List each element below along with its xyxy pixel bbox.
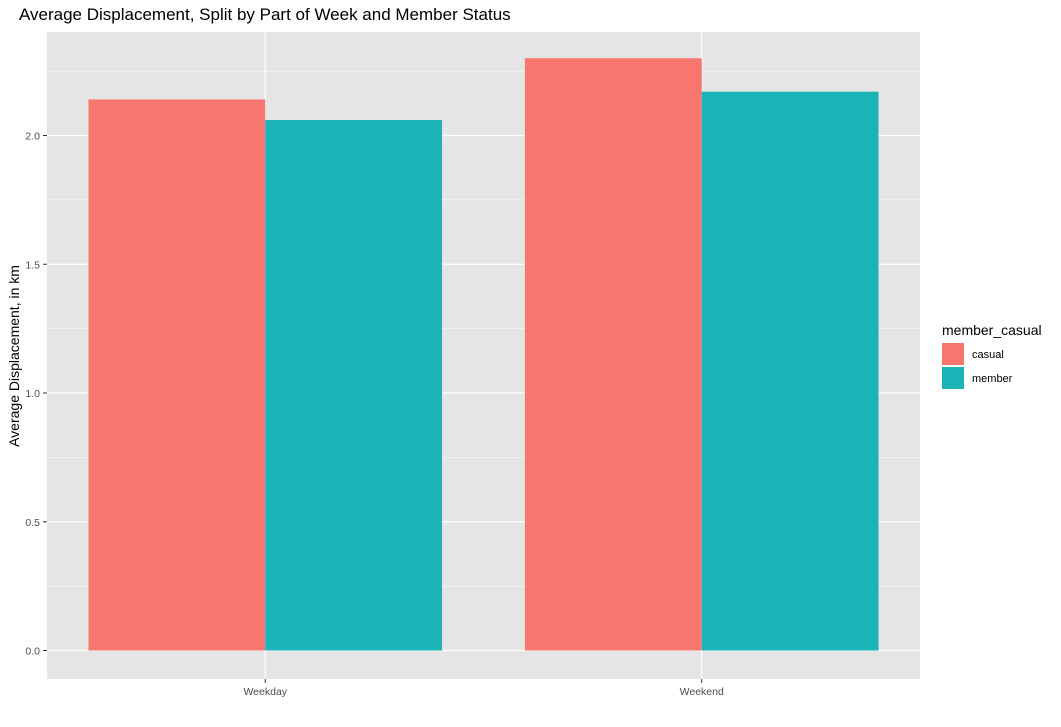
x-tick-label: Weekday <box>243 686 287 698</box>
y-tick-label: 1.0 <box>25 388 40 400</box>
y-tick-label: 1.5 <box>25 259 40 271</box>
y-tick-label: 0.5 <box>25 517 40 529</box>
legend-key-member <box>942 367 964 389</box>
bar-casual-weekend <box>524 58 702 651</box>
bar-member-weekend <box>701 91 879 651</box>
legend: member_casual casual member <box>942 322 1042 389</box>
x-tick-label: Weekend <box>680 686 724 698</box>
legend-label-member: member <box>972 373 1013 385</box>
y-tick-label: 0.0 <box>25 646 40 658</box>
y-axis-title: Average Displacement, in km <box>6 265 22 447</box>
chart-title: Average Displacement, Split by Part of W… <box>19 5 511 24</box>
legend-title: member_casual <box>942 322 1042 338</box>
bar-casual-weekday <box>88 99 266 651</box>
legend-key-casual <box>942 343 964 365</box>
plot-panel: 0.0 0.5 1.0 1.5 2.0 Weekday Weekend <box>25 32 920 698</box>
y-tick-label: 2.0 <box>25 131 40 143</box>
bar-member-weekday <box>265 120 443 651</box>
legend-label-casual: casual <box>972 349 1004 361</box>
